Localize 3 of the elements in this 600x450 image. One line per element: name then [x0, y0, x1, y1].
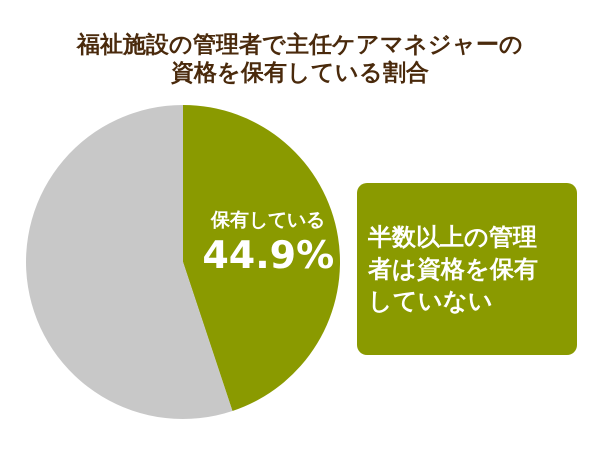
title: 福祉施設の管理者で主任ケアマネジャーの資格を保有している割合	[77, 32, 523, 86]
data-label: 44.9%	[202, 233, 334, 278]
slice-label: 保有している	[210, 209, 326, 232]
